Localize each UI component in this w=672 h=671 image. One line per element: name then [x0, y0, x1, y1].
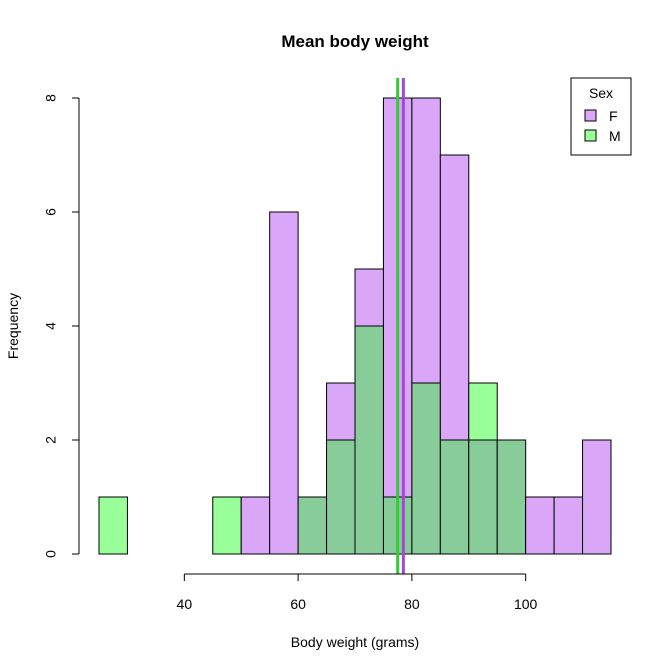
histogram-bar-m-45	[212, 496, 242, 555]
y-axis-label: Frequency	[5, 293, 21, 359]
y-tick-label-8: 8	[43, 94, 59, 102]
histogram-bar-f-50	[240, 496, 271, 555]
histogram-bar-f-85	[439, 154, 470, 441]
y-tick-label-0: 0	[43, 550, 59, 558]
legend-swatch-m	[584, 129, 597, 142]
x-tick-label-60: 60	[290, 596, 306, 612]
x-tick-label-100: 100	[514, 596, 538, 612]
y-tick-label-4: 4	[43, 322, 59, 330]
y-tick-label-2: 2	[43, 436, 59, 444]
legend: Sex F M	[570, 77, 632, 156]
histogram-bar-overlap-70	[354, 325, 384, 555]
y-tick-label-6: 6	[43, 208, 59, 216]
histogram-bar-overlap-85	[439, 439, 470, 555]
x-tick-label-80: 80	[404, 596, 420, 612]
x-axis: 40 60 80 100	[177, 573, 538, 612]
histogram-bar-m-25	[98, 496, 128, 555]
chart-title: Mean body weight	[281, 32, 429, 51]
histogram-bar-f-110	[582, 439, 612, 555]
legend-box	[570, 77, 632, 156]
legend-label-m: M	[609, 128, 621, 144]
mean-lines-layer	[396, 78, 405, 574]
histogram-bar-f-55	[269, 211, 299, 555]
histogram-bar-f-70	[354, 268, 384, 327]
x-tick-label-40: 40	[177, 596, 193, 612]
histogram-bar-f-100	[525, 496, 555, 555]
histogram-bar-overlap-95	[496, 439, 527, 555]
x-axis-label: Body weight (grams)	[291, 634, 419, 650]
bars-layer	[98, 97, 612, 555]
histogram-bar-f-65	[326, 382, 356, 441]
histogram-bar-f-105	[553, 496, 584, 555]
histogram-bar-overlap-80	[411, 382, 441, 555]
histogram-bar-overlap-90	[468, 439, 498, 555]
legend-title: Sex	[589, 85, 613, 101]
legend-swatch-f	[584, 109, 597, 122]
histogram-bar-f-80	[411, 97, 441, 384]
histogram-bar-m-90	[468, 382, 498, 441]
y-axis: 0 2 4 6 8	[43, 94, 80, 558]
histogram-bar-overlap-65	[326, 439, 356, 555]
histogram-bar-overlap-60	[297, 496, 328, 555]
legend-label-f: F	[609, 108, 618, 124]
